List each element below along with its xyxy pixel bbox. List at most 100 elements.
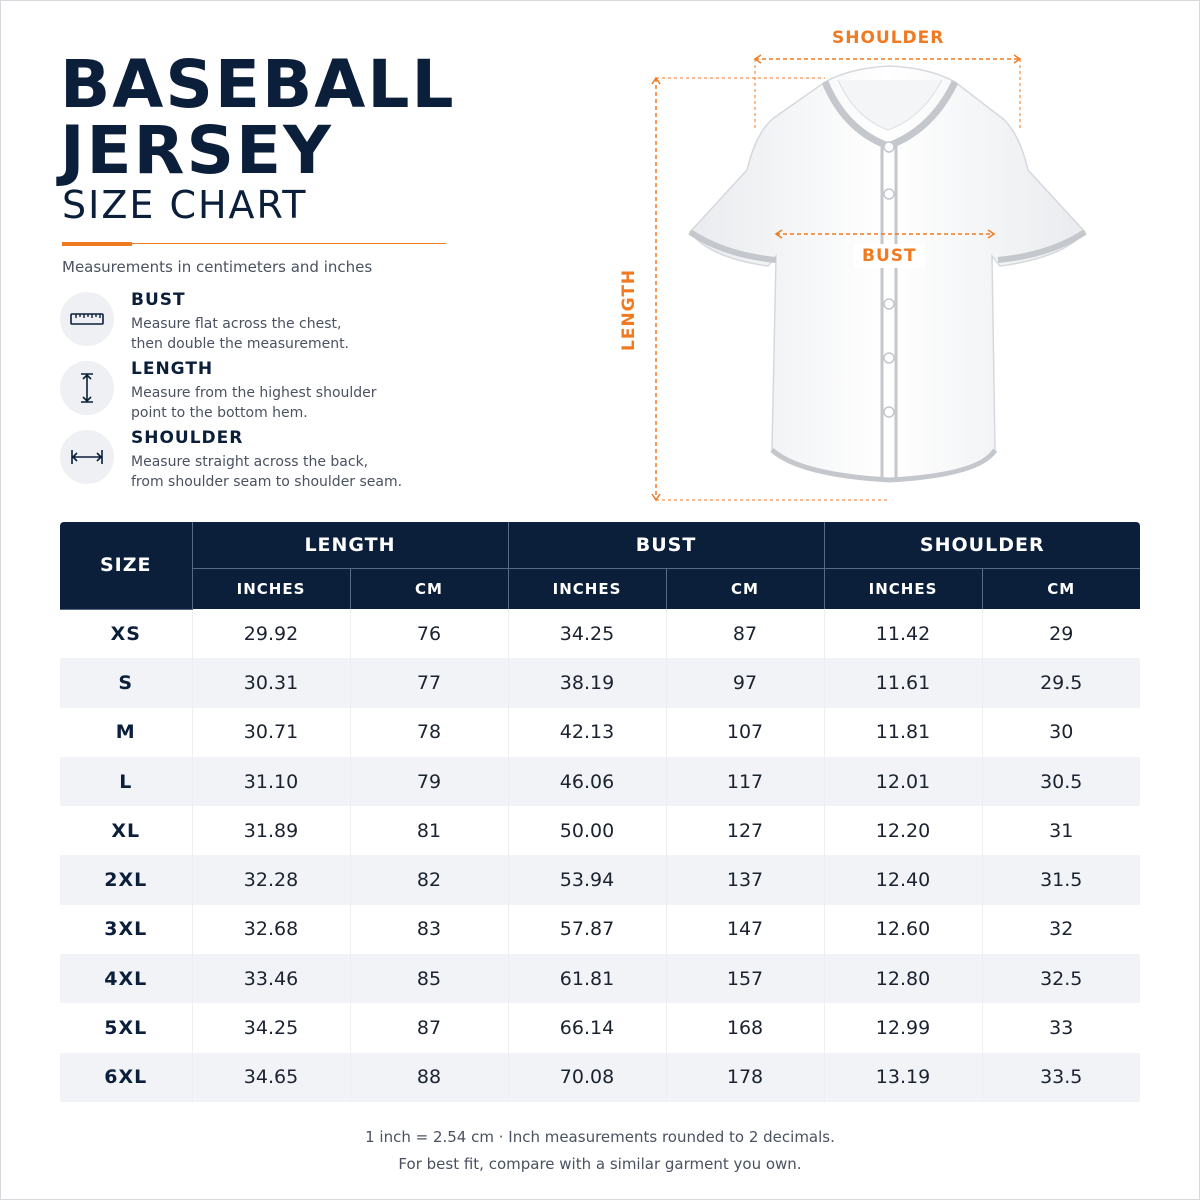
shoulder-dimension-line xyxy=(753,54,1022,130)
measurement-cell: 29 xyxy=(982,609,1140,659)
inches-header: INCHES xyxy=(508,568,667,609)
ruler-icon xyxy=(60,292,114,346)
measurement-cell: 12.99 xyxy=(824,1003,983,1053)
legend-line: then double the measurement. xyxy=(131,336,350,352)
table-body: XS 29.92 76 34.25 87 11.42 29 S 30.31 77 38.19 97 11… xyxy=(60,609,1140,1102)
size-cell: 6XL xyxy=(60,1052,193,1102)
measurement-cell: 30.71 xyxy=(192,707,351,757)
measurement-cell: 32.28 xyxy=(192,855,351,905)
measurement-cell: 34.25 xyxy=(508,609,667,659)
measurement-cell: 137 xyxy=(666,855,825,905)
table-row: S 30.31 77 38.19 97 11.61 29.5 xyxy=(60,658,1140,708)
table-group-header-row: SIZE LENGTH BUST SHOULDER xyxy=(60,522,1140,610)
legend-line: from shoulder seam to shoulder seam. xyxy=(131,474,403,490)
measurement-cell: 11.42 xyxy=(824,609,983,659)
cm-header: CM xyxy=(982,568,1140,609)
legend-description: Measure from the highest shoulder point … xyxy=(131,383,471,423)
measurement-cell: 50.00 xyxy=(508,806,667,856)
vertical-arrow-icon xyxy=(60,361,114,415)
measurement-cell: 42.13 xyxy=(508,707,667,757)
measurement-cell: 34.65 xyxy=(192,1052,351,1102)
legend-description: Measure straight across the back, from s… xyxy=(131,452,471,492)
measurement-cell: 12.20 xyxy=(824,806,983,856)
legend-title: BUST xyxy=(131,290,186,310)
title-divider xyxy=(62,243,446,244)
measurement-cell: 33 xyxy=(982,1003,1140,1053)
footnote-fit-tip: For best fit, compare with a similar gar… xyxy=(398,1155,802,1173)
legend-line: point to the bottom hem. xyxy=(131,405,308,421)
jersey-diagram: SHOULDER BUST LENGTH xyxy=(600,20,1180,510)
inches-header: INCHES xyxy=(192,568,351,609)
measurement-cell: 61.81 xyxy=(508,954,667,1004)
measurement-cell: 31.5 xyxy=(982,855,1140,905)
measurement-cell: 32.5 xyxy=(982,954,1140,1004)
measurement-cell: 147 xyxy=(666,904,825,955)
shoulder-label: SHOULDER xyxy=(832,28,945,48)
measurement-cell: 38.19 xyxy=(508,658,667,708)
measurement-cell: 83 xyxy=(350,904,509,955)
size-cell: M xyxy=(60,707,193,757)
title-line-2: JERSEY xyxy=(60,112,333,189)
measurement-cell: 11.61 xyxy=(824,658,983,708)
size-cell: L xyxy=(60,756,193,807)
measurement-cell: 53.94 xyxy=(508,855,667,905)
measurement-cell: 13.19 xyxy=(824,1052,983,1102)
measurement-cell: 117 xyxy=(666,756,825,807)
jersey-illustration xyxy=(651,54,1087,502)
inches-header: INCHES xyxy=(824,568,983,609)
table-row: 3XL 32.68 83 57.87 147 12.60 32 xyxy=(60,904,1140,955)
measurement-cell: 30.31 xyxy=(192,658,351,708)
table-subheader-row: INCHES CM INCHES CM INCHES CM xyxy=(60,568,1140,609)
measurement-cell: 70.08 xyxy=(508,1052,667,1102)
size-cell: XL xyxy=(60,806,193,856)
measurement-cell: 78 xyxy=(350,707,509,757)
measurement-cell: 32 xyxy=(982,904,1140,955)
table-row: XL 31.89 81 50.00 127 12.20 31 xyxy=(60,806,1140,856)
measurement-cell: 31 xyxy=(982,806,1140,856)
measurement-cell: 57.87 xyxy=(508,904,667,955)
footnote-conversion: 1 inch = 2.54 cm · Inch measurements rou… xyxy=(365,1128,835,1146)
measurement-cell: 107 xyxy=(666,707,825,757)
measurement-cell: 34.25 xyxy=(192,1003,351,1053)
measurement-cell: 11.81 xyxy=(824,707,983,757)
legend-title: LENGTH xyxy=(131,359,214,379)
measurement-cell: 32.68 xyxy=(192,904,351,955)
measurement-cell: 31.10 xyxy=(192,756,351,807)
measurement-cell: 97 xyxy=(666,658,825,708)
measurement-cell: 82 xyxy=(350,855,509,905)
measurement-cell: 178 xyxy=(666,1052,825,1102)
measurement-cell: 79 xyxy=(350,756,509,807)
measurement-cell: 33.5 xyxy=(982,1052,1140,1102)
title-line-1: BASEBALL xyxy=(60,46,456,123)
measurement-cell: 76 xyxy=(350,609,509,659)
measurement-cell: 33.46 xyxy=(192,954,351,1004)
legend-item-shoulder: SHOULDER Measure straight across the bac… xyxy=(60,428,480,500)
legend-line: Measure flat across the chest, xyxy=(131,316,342,332)
shoulder-group-header: SHOULDER xyxy=(824,522,1140,569)
measurement-cell: 77 xyxy=(350,658,509,708)
legend-item-length: LENGTH Measure from the highest shoulder… xyxy=(60,359,480,431)
cm-header: CM xyxy=(666,568,825,609)
title-line-3: SIZE CHART xyxy=(62,183,308,227)
legend-line: Measure from the highest shoulder xyxy=(131,385,377,401)
legend-line: Measure straight across the back, xyxy=(131,454,369,470)
table-row: 5XL 34.25 87 66.14 168 12.99 33 xyxy=(60,1003,1140,1053)
horizontal-arrow-icon xyxy=(60,430,114,484)
measurement-cell: 46.06 xyxy=(508,756,667,807)
legend-title: SHOULDER xyxy=(131,428,244,448)
table-row: 4XL 33.46 85 61.81 157 12.80 32.5 xyxy=(60,954,1140,1004)
measurement-cell: 12.01 xyxy=(824,756,983,807)
size-chart-table: SIZE LENGTH BUST SHOULDER INCHES CM INCH… xyxy=(60,522,1140,1102)
measurement-cell: 88 xyxy=(350,1052,509,1102)
measurement-cell: 81 xyxy=(350,806,509,856)
size-cell: XS xyxy=(60,609,193,659)
bust-group-header: BUST xyxy=(508,522,825,569)
size-cell: 4XL xyxy=(60,954,193,1004)
size-cell: S xyxy=(60,658,193,708)
measurement-cell: 30 xyxy=(982,707,1140,757)
table-row: M 30.71 78 42.13 107 11.81 30 xyxy=(60,707,1140,757)
measurement-cell: 87 xyxy=(350,1003,509,1053)
bust-dimension-line xyxy=(774,229,996,239)
measurement-cell: 85 xyxy=(350,954,509,1004)
measurement-cell: 168 xyxy=(666,1003,825,1053)
